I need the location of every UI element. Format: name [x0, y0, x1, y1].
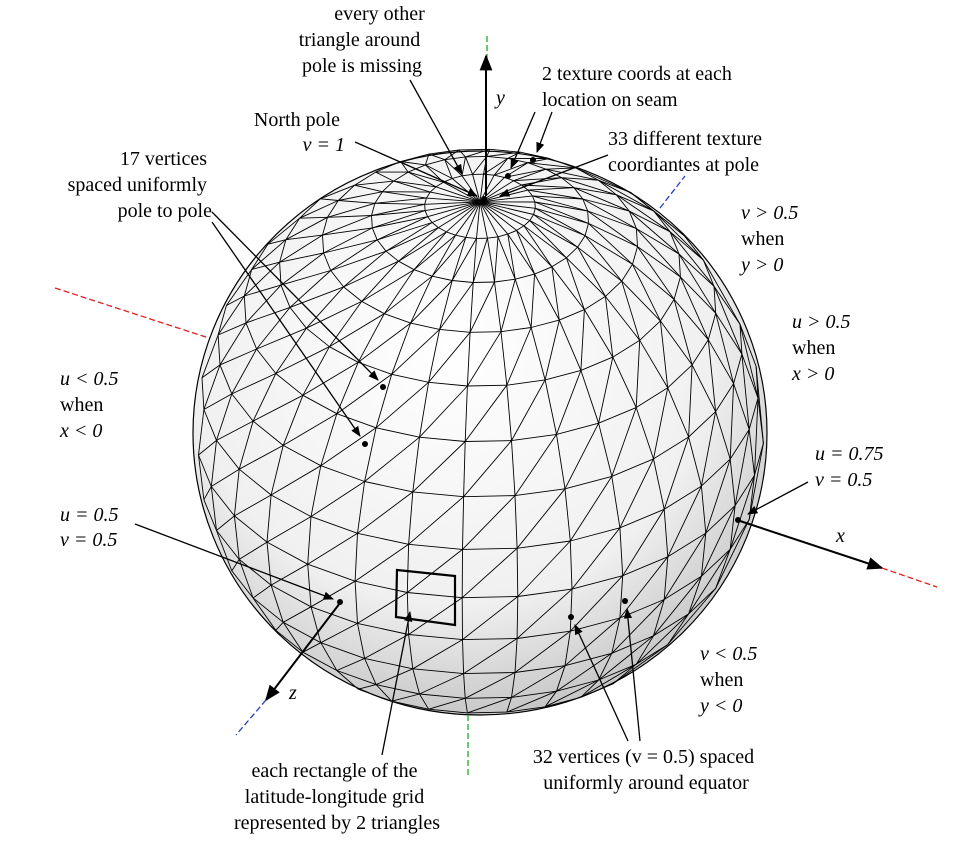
- label-triangle-missing-line1: every other: [334, 3, 425, 25]
- label-u-greater: u > 0.5 when x > 0: [791, 311, 856, 385]
- label-equator: 32 vertices (v = 0.5) spaced uniformly a…: [533, 746, 759, 794]
- label-u075: u = 0.75 v = 0.5: [815, 443, 889, 491]
- label-u-greater-line3: x > 0: [791, 363, 834, 385]
- equator-vertex-u075: [735, 517, 741, 523]
- pole-vertex: [481, 196, 487, 202]
- label-vertices-pole-line2: spaced uniformly: [68, 174, 207, 196]
- label-pole-coords-line1: 33 different texture: [608, 128, 762, 150]
- label-equator-line2: uniformly around equator: [543, 772, 749, 794]
- label-v-greater-line2: when: [741, 228, 784, 250]
- seam-vertex-1: [505, 173, 511, 179]
- x-axis-arrow: [740, 521, 882, 568]
- label-v-greater: v > 0.5 when y > 0: [739, 202, 803, 276]
- equator-vertex-b: [622, 598, 628, 604]
- label-v-greater-line3: y > 0: [739, 254, 783, 276]
- label-vertices-pole: 17 vertices spaced uniformly pole to pol…: [68, 148, 213, 222]
- arrow-seam-2: [537, 112, 552, 152]
- x-axis-front-line: [882, 568, 937, 587]
- equator-vertex-a: [568, 614, 574, 620]
- label-u-greater-line2: when: [792, 337, 835, 359]
- mesh-edge: [470, 332, 501, 333]
- label-triangle-missing-line3: pole is missing: [302, 55, 422, 77]
- label-vertices-pole-line3: pole to pole: [118, 200, 213, 222]
- label-rectangle-line1: each rectangle of the: [251, 760, 417, 782]
- label-triangle-missing: every other triangle around pole is miss…: [299, 3, 430, 77]
- sphere-body: [193, 151, 767, 715]
- z-axis-back-line: [660, 176, 685, 208]
- label-vertices-pole-line1: 17 vertices: [120, 148, 207, 170]
- sphere: [193, 149, 767, 715]
- y-axis-label: y: [494, 87, 505, 109]
- label-u-less: u < 0.5 when x < 0: [59, 368, 124, 442]
- mesh-edge: [466, 156, 487, 157]
- label-u-less-line1: u < 0.5: [60, 368, 119, 390]
- label-u-less-line3: x < 0: [59, 420, 102, 442]
- label-u05-line1: u = 0.5: [60, 504, 119, 526]
- label-v-less-line2: when: [700, 669, 743, 691]
- label-u075-line1: u = 0.75: [815, 443, 884, 465]
- label-u075-line2: v = 0.5: [815, 469, 872, 491]
- label-rectangle-line3: represented by 2 triangles: [234, 812, 440, 834]
- label-equator-line1: 32 vertices (v = 0.5) spaced: [533, 746, 754, 768]
- label-pole-coords: 33 different texture coordiantes at pole: [608, 128, 767, 176]
- z-axis-front-line: [236, 700, 266, 735]
- mesh-edge: [473, 282, 494, 283]
- label-u05: u = 0.5 v = 0.5: [60, 504, 124, 551]
- x-axis-label: x: [835, 525, 845, 547]
- label-seam-line2: location on seam: [542, 89, 678, 111]
- label-v-greater-line1: v > 0.5: [741, 202, 798, 224]
- label-seam: 2 texture coords at each location on sea…: [542, 63, 737, 111]
- label-north-pole: North pole v = 1: [254, 109, 345, 156]
- x-axis-back-line: [55, 288, 215, 340]
- label-north-pole-line2: v = 1: [303, 134, 345, 156]
- label-v-less: v < 0.5 when y < 0: [698, 643, 762, 717]
- latitude-vertex-1: [380, 384, 386, 390]
- label-u05-line2: v = 0.5: [60, 529, 117, 551]
- label-pole-coords-line2: coordiantes at pole: [608, 154, 759, 176]
- label-u-greater-line1: u > 0.5: [792, 311, 851, 333]
- latitude-vertex-2: [362, 441, 368, 447]
- label-u-less-line2: when: [60, 394, 103, 416]
- label-seam-line1: 2 texture coords at each: [542, 63, 732, 85]
- seam-vertex-2: [530, 157, 536, 163]
- label-north-pole-line1: North pole: [254, 109, 340, 131]
- z-axis-label: z: [288, 682, 297, 704]
- label-rectangle: each rectangle of the latitude-longitude…: [234, 760, 440, 834]
- label-triangle-missing-line2: triangle around: [299, 29, 421, 51]
- label-v-less-line1: v < 0.5: [700, 643, 757, 665]
- label-rectangle-line2: latitude-longitude grid: [245, 786, 424, 808]
- label-v-less-line3: y < 0: [698, 695, 742, 717]
